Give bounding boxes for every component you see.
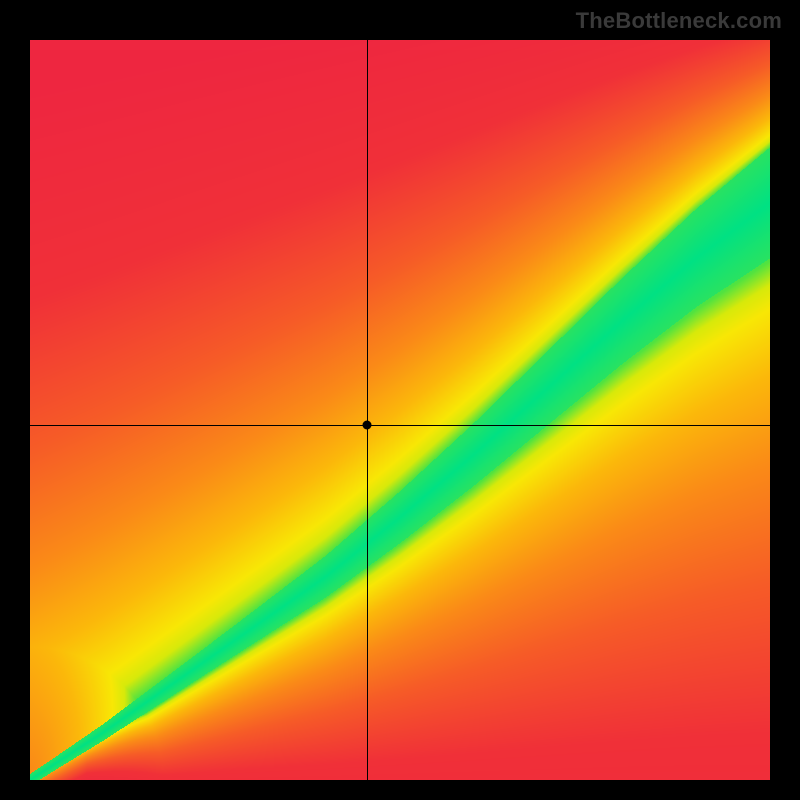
- crosshair-horizontal: [30, 425, 770, 426]
- crosshair-dot: [362, 420, 371, 429]
- plot-area: [30, 40, 770, 780]
- heatmap-canvas: [30, 40, 770, 780]
- crosshair-vertical: [367, 40, 368, 780]
- watermark-text: TheBottleneck.com: [576, 8, 782, 34]
